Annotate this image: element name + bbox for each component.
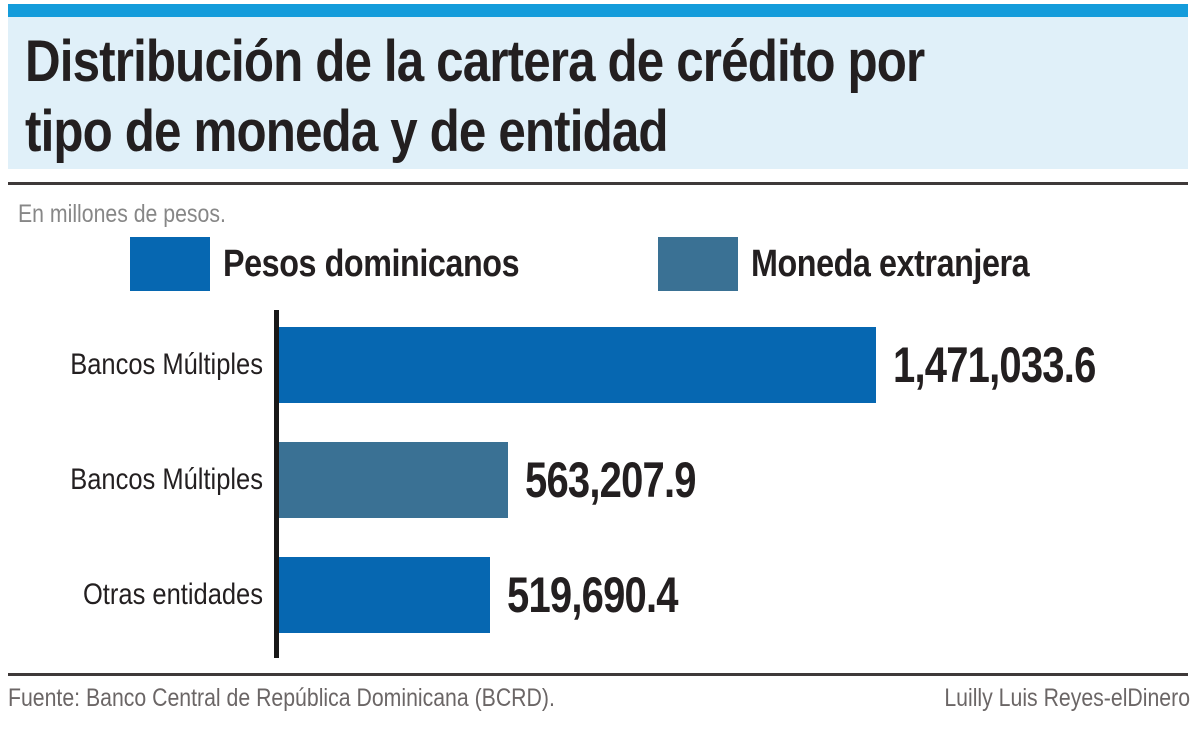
legend-swatch-moneda-extranjera [658, 237, 738, 291]
units-label: En millones de pesos. [18, 200, 226, 228]
infographic-page: Distribución de la cartera de crédito po… [0, 4, 1200, 730]
y-axis-line [274, 310, 279, 658]
legend-swatch-pesos-dominicanos [130, 237, 210, 291]
bar [279, 327, 876, 403]
value-label: 1,471,033.6 [893, 337, 1096, 393]
legend-label-moneda-extranjera: Moneda extranjera [751, 242, 1030, 285]
legend: Pesos dominicanos Moneda extranjera [0, 237, 1200, 291]
chart-row: Bancos Múltiples 563,207.9 [0, 442, 1200, 518]
footer-divider [8, 673, 1188, 676]
page-title-line-1: Distribución de la cartera de crédito po… [25, 29, 925, 94]
header-divider [8, 182, 1188, 185]
top-accent-bar [8, 4, 1188, 17]
page-title: Distribución de la cartera de crédito po… [25, 27, 1014, 167]
legend-label-pesos-dominicanos: Pesos dominicanos [223, 242, 520, 285]
bar-chart: Bancos Múltiples 1,471,033.6 Bancos Múltip… [0, 310, 1200, 658]
footer: Fuente: Banco Central de República Domin… [8, 684, 1190, 713]
category-label: Bancos Múltiples [70, 463, 263, 496]
bar [279, 442, 508, 518]
credit-label: Luilly Luis Reyes-elDinero [944, 684, 1190, 712]
chart-row: Bancos Múltiples 1,471,033.6 [0, 327, 1200, 403]
category-label: Otras entidades [82, 578, 263, 611]
chart-row: Otras entidades 519,690.4 [0, 557, 1200, 633]
bar [279, 557, 490, 633]
source-label: Fuente: Banco Central de República Domin… [8, 684, 555, 712]
value-label: 563,207.9 [525, 452, 697, 508]
legend-item-pesos-dominicanos: Pesos dominicanos [130, 237, 571, 291]
legend-item-moneda-extranjera: Moneda extranjera [658, 237, 1078, 291]
page-title-line-2: tipo de moneda y de entidad [25, 99, 669, 164]
category-label: Bancos Múltiples [70, 348, 263, 381]
header: Distribución de la cartera de crédito po… [8, 17, 1188, 169]
value-label: 519,690.4 [507, 567, 679, 623]
